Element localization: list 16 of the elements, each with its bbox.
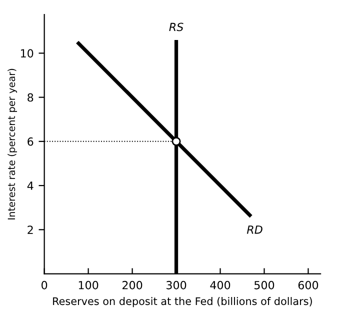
y-tick-label: 8 <box>28 93 34 102</box>
x-tick-label: 100 <box>78 280 98 290</box>
y-tick-label: 10 <box>20 49 34 58</box>
x-tick-label: 400 <box>210 280 230 290</box>
series-label: RS <box>169 22 184 32</box>
x-tick-label: 300 <box>166 280 186 290</box>
series-label: RD <box>246 226 262 234</box>
y-tick-label: 4 <box>27 182 34 190</box>
x-tick-label: 0 <box>42 280 48 290</box>
x-tick-label: 600 <box>298 280 318 290</box>
y-tick-label: 6 <box>28 137 34 146</box>
x-axis-title: Reserves on deposit at the Fed (billions of dollars) <box>53 297 312 308</box>
x-tick-label: 500 <box>254 280 274 290</box>
y-tick-label: 2 <box>28 226 33 234</box>
y-axis-title: Interest rate (percent per year) <box>8 68 17 220</box>
x-tick-label: 200 <box>122 280 142 290</box>
